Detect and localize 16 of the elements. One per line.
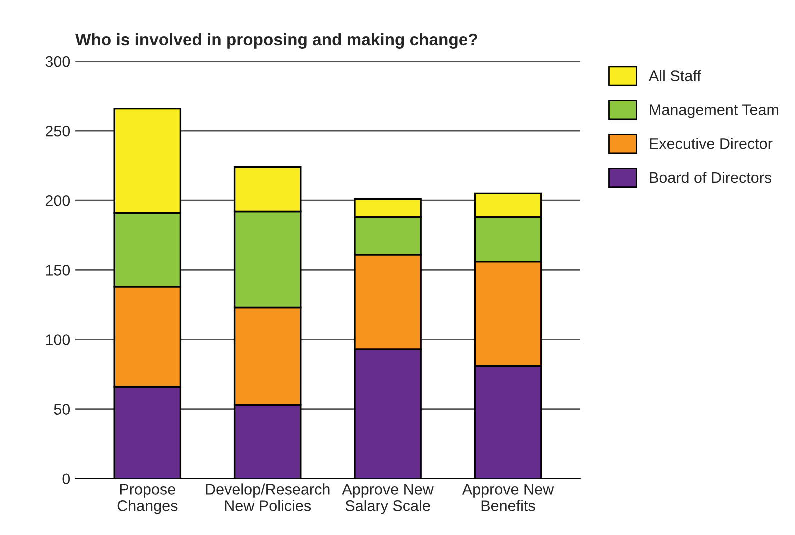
x-tick-label: Develop/Research New Policies bbox=[206, 484, 330, 512]
y-tick-label: 100 bbox=[46, 334, 70, 346]
y-tick-label: 150 bbox=[46, 265, 70, 276]
legend-label: Board of Directors bbox=[650, 172, 772, 184]
legend-label: Executive Director bbox=[650, 138, 773, 150]
y-tick-label: 200 bbox=[46, 195, 70, 206]
y-tick-label: 250 bbox=[46, 126, 70, 137]
legend-label: All Staff bbox=[649, 70, 702, 82]
legend-label: Management Team bbox=[650, 104, 778, 118]
x-tick-label: Approve New Salary Scale bbox=[342, 484, 434, 514]
y-tick-label: 0 bbox=[62, 474, 70, 485]
y-tick-label: 300 bbox=[46, 56, 70, 68]
y-tick-label: 50 bbox=[54, 404, 70, 415]
x-tick-label: Approve New Benefits bbox=[462, 484, 554, 512]
x-tick-label: Propose Changes bbox=[118, 484, 178, 514]
chart-title: Who is involved in proposing and making change? bbox=[76, 33, 478, 50]
